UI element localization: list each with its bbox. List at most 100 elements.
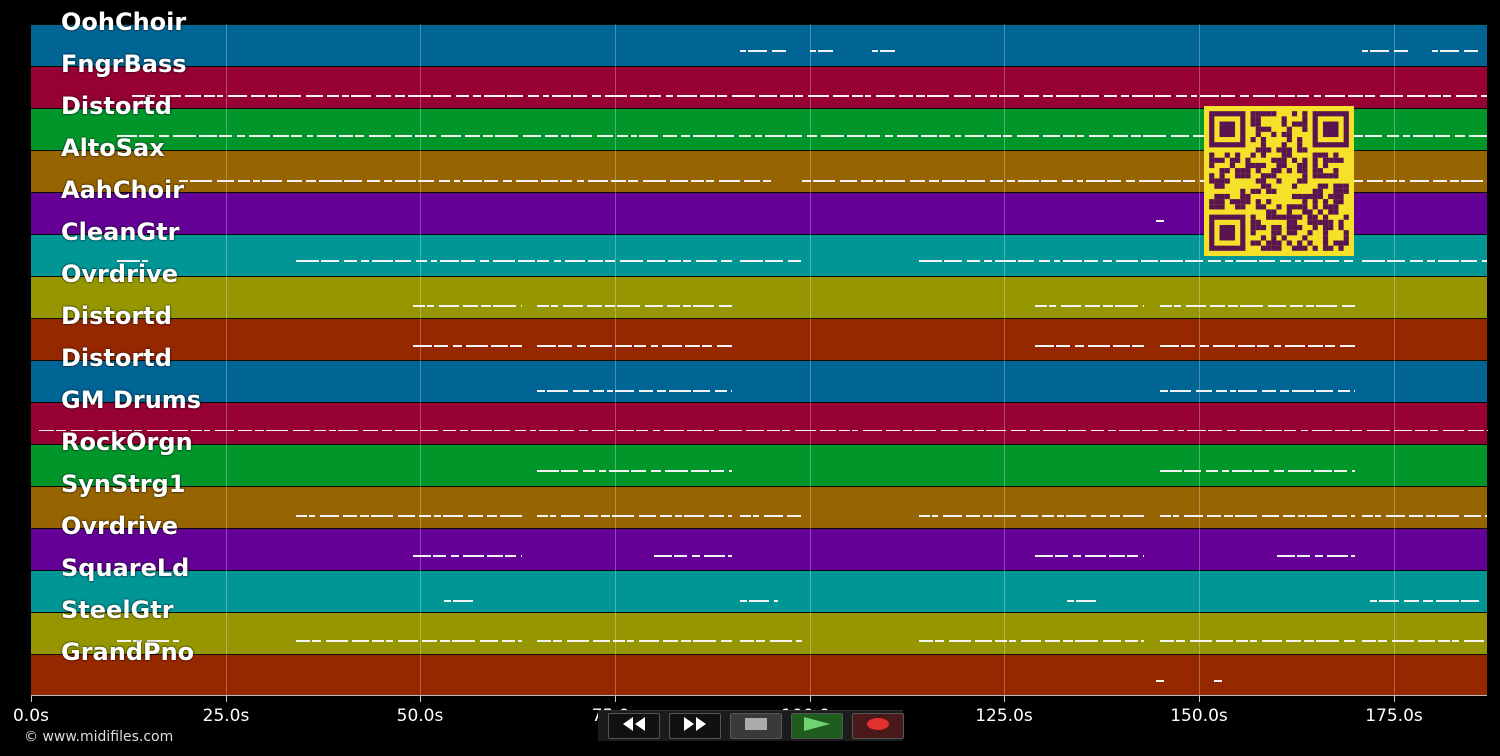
- midi-note: [634, 345, 647, 347]
- midi-note: [550, 515, 557, 517]
- midi-note: [1394, 50, 1409, 52]
- midi-note: [1130, 135, 1141, 137]
- track-lane[interactable]: [31, 66, 1487, 108]
- midi-note: [1132, 95, 1154, 97]
- midi-note: [318, 180, 342, 182]
- track-label: Ovrdrive: [61, 260, 179, 288]
- midi-note: [787, 260, 801, 262]
- midi-note: [1195, 390, 1212, 392]
- midi-note: [839, 180, 857, 182]
- midi-note: [596, 135, 613, 137]
- midi-note: [763, 515, 783, 517]
- midi-note: [762, 180, 771, 182]
- midi-note: [615, 345, 633, 347]
- midi-note: [1437, 515, 1460, 517]
- midi-note: [1294, 260, 1301, 262]
- midi-note: [1343, 260, 1353, 262]
- midi-note: [1423, 600, 1434, 602]
- midi-note: [1170, 135, 1189, 137]
- rewind-button[interactable]: [608, 713, 660, 739]
- track-lane[interactable]: [31, 360, 1487, 402]
- midi-note: [522, 135, 541, 137]
- midi-note: [1212, 345, 1235, 347]
- midi-note: [537, 390, 546, 392]
- midi-note: [1348, 95, 1364, 97]
- midi-note: [279, 95, 302, 97]
- midi-note: [433, 95, 452, 97]
- midi-note: [1029, 430, 1040, 431]
- midi-note: [759, 95, 778, 97]
- track-lane[interactable]: [31, 486, 1487, 528]
- play-icon: [802, 716, 832, 736]
- midi-note: [1296, 555, 1310, 557]
- midi-note: [617, 305, 641, 307]
- midi-note: [138, 135, 154, 137]
- midi-note: [1351, 470, 1355, 472]
- midi-note: [185, 95, 202, 97]
- midi-note: [1402, 135, 1410, 137]
- midi-note: [254, 430, 264, 431]
- track-label: Ovrdrive: [61, 512, 179, 540]
- midi-note: [537, 305, 550, 307]
- midi-note: [1121, 95, 1130, 97]
- midi-note: [558, 345, 573, 347]
- time-tick-label: 25.0s: [202, 706, 250, 726]
- midi-note: [1334, 430, 1350, 431]
- midi-note: [1115, 305, 1139, 307]
- midi-note: [1366, 180, 1383, 182]
- midi-note: [1118, 430, 1140, 431]
- track-lane[interactable]: [31, 654, 1487, 696]
- midi-note: [1085, 555, 1107, 557]
- track-lane[interactable]: [31, 318, 1487, 360]
- midi-note: [954, 135, 961, 137]
- midi-note: [412, 555, 431, 557]
- midi-note: [540, 180, 558, 182]
- midi-note: [604, 260, 615, 262]
- midi-note: [651, 345, 659, 347]
- midi-note: [739, 515, 751, 517]
- midi-note: [1169, 390, 1191, 392]
- stop-button[interactable]: [730, 713, 782, 739]
- midi-note: [1206, 515, 1221, 517]
- midi-note: [764, 260, 783, 262]
- midi-note: [1074, 640, 1098, 642]
- track-lane[interactable]: [31, 276, 1487, 318]
- track-lane[interactable]: [31, 570, 1487, 612]
- record-button[interactable]: [852, 713, 904, 739]
- midi-note: [452, 345, 462, 347]
- qr-code[interactable]: [1204, 106, 1354, 256]
- play-button[interactable]: [791, 713, 843, 739]
- midi-note: [1055, 555, 1069, 557]
- midi-note: [651, 470, 662, 472]
- midi-note: [517, 260, 535, 262]
- midi-note: [1456, 95, 1478, 97]
- midi-note: [1056, 345, 1071, 347]
- midi-note: [683, 305, 692, 307]
- midi-note: [1398, 180, 1405, 182]
- midi-note: [909, 180, 925, 182]
- track-lane[interactable]: [31, 24, 1487, 66]
- midi-note: [414, 135, 427, 137]
- track-lane[interactable]: [31, 402, 1487, 444]
- midi-note: [691, 555, 700, 557]
- track-lane[interactable]: [31, 444, 1487, 486]
- fast-forward-button[interactable]: [669, 713, 721, 739]
- track-label: GM Drums: [61, 386, 202, 414]
- midi-note: [561, 470, 579, 472]
- midi-note: [295, 640, 310, 642]
- midi-note: [627, 180, 638, 182]
- midi-note: [394, 430, 418, 431]
- time-tick-label: 50.0s: [396, 706, 444, 726]
- midi-note: [561, 515, 581, 517]
- midi-note: [1132, 345, 1145, 347]
- time-gridline: [1199, 24, 1200, 696]
- midi-note: [118, 430, 132, 431]
- midi-note: [1209, 305, 1225, 307]
- track-lane[interactable]: [31, 528, 1487, 570]
- midi-note: [537, 345, 557, 347]
- midi-note: [610, 180, 626, 182]
- track-lane[interactable]: [31, 612, 1487, 654]
- midi-note: [1385, 180, 1397, 182]
- midi-note: [1464, 50, 1479, 52]
- midi-note: [721, 640, 732, 642]
